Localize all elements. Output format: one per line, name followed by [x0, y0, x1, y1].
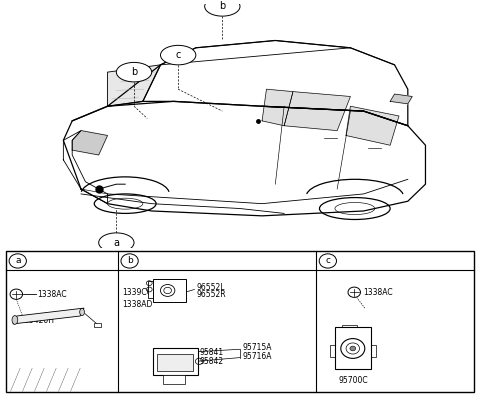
- Circle shape: [350, 346, 356, 351]
- Text: a: a: [113, 238, 120, 248]
- Polygon shape: [390, 94, 412, 104]
- Text: 95842: 95842: [199, 357, 223, 366]
- Text: 95715A: 95715A: [242, 343, 272, 352]
- FancyBboxPatch shape: [6, 251, 474, 392]
- FancyBboxPatch shape: [163, 375, 185, 384]
- Polygon shape: [284, 91, 350, 131]
- Polygon shape: [262, 89, 293, 126]
- FancyBboxPatch shape: [335, 327, 371, 369]
- Polygon shape: [346, 106, 399, 145]
- Polygon shape: [108, 65, 160, 106]
- Circle shape: [160, 46, 196, 65]
- Circle shape: [319, 254, 336, 268]
- FancyBboxPatch shape: [369, 345, 376, 357]
- Text: 1338AD: 1338AD: [122, 300, 153, 308]
- FancyBboxPatch shape: [330, 345, 336, 357]
- FancyBboxPatch shape: [94, 323, 101, 327]
- Circle shape: [204, 0, 240, 16]
- FancyBboxPatch shape: [153, 279, 186, 302]
- Text: b: b: [219, 2, 226, 11]
- Text: b: b: [131, 67, 137, 77]
- Circle shape: [121, 254, 138, 268]
- Text: 95700C: 95700C: [339, 376, 369, 385]
- Text: 96552L: 96552L: [197, 283, 225, 291]
- FancyBboxPatch shape: [148, 281, 155, 298]
- Text: 95420H: 95420H: [25, 316, 55, 325]
- FancyBboxPatch shape: [153, 348, 198, 375]
- Text: 1338AC: 1338AC: [363, 288, 393, 297]
- Text: c: c: [325, 257, 330, 265]
- Text: b: b: [127, 257, 132, 265]
- Text: 1339CC: 1339CC: [122, 288, 152, 297]
- Text: a: a: [15, 257, 21, 265]
- FancyBboxPatch shape: [157, 354, 193, 371]
- Text: 95841: 95841: [199, 348, 223, 357]
- Polygon shape: [13, 308, 84, 324]
- Text: 1338AC: 1338AC: [37, 290, 67, 299]
- Circle shape: [116, 63, 152, 82]
- Ellipse shape: [80, 308, 84, 316]
- Text: 95716A: 95716A: [242, 352, 272, 361]
- Ellipse shape: [12, 316, 18, 324]
- FancyBboxPatch shape: [342, 325, 357, 333]
- Polygon shape: [72, 131, 108, 155]
- Text: c: c: [176, 50, 181, 60]
- Text: 96552R: 96552R: [197, 290, 227, 299]
- Circle shape: [9, 254, 26, 268]
- Circle shape: [99, 233, 134, 252]
